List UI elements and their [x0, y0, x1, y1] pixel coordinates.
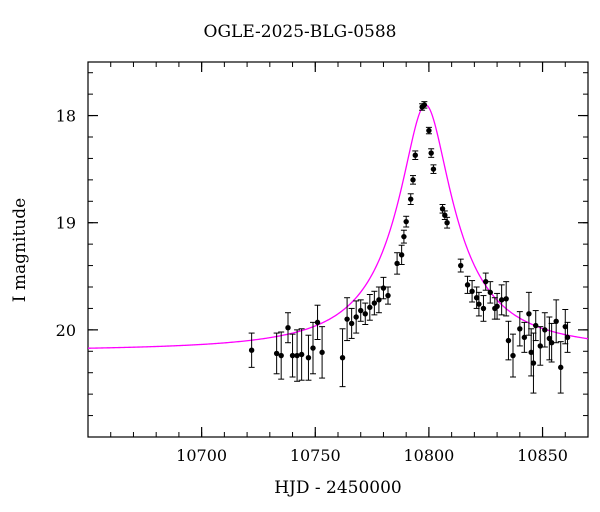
data-point	[408, 196, 414, 202]
y-axis: 18 19 20	[56, 107, 588, 340]
data-point	[458, 262, 464, 269]
data-point	[483, 278, 489, 285]
data-point	[553, 318, 559, 324]
data-point	[426, 127, 432, 134]
data-point	[358, 307, 364, 314]
x-tick-label: 10750	[290, 446, 341, 465]
data-point	[439, 206, 446, 212]
data-point	[376, 297, 382, 303]
x-tick-label: 10700	[176, 446, 227, 465]
data-point	[314, 319, 321, 326]
data-point	[487, 289, 493, 296]
data-point	[558, 364, 564, 371]
x-tick-label: 10850	[517, 446, 568, 465]
data-point	[371, 300, 378, 306]
data-point	[305, 355, 312, 361]
x-axis: 10700 10750 10800 10850	[176, 62, 568, 465]
data-point	[385, 292, 391, 299]
data-point	[294, 352, 300, 359]
data-point	[248, 347, 255, 353]
data-point	[412, 152, 418, 158]
data-point	[428, 150, 434, 156]
data-point	[401, 233, 407, 240]
x-tick-label: 10800	[403, 446, 454, 465]
data-point	[542, 327, 548, 333]
data-point	[537, 343, 543, 349]
plot-frame	[87, 61, 589, 438]
data-points	[248, 101, 571, 394]
data-point	[339, 355, 346, 361]
data-point	[564, 334, 571, 341]
data-point	[494, 303, 500, 309]
data-point	[480, 305, 487, 312]
data-point	[530, 360, 537, 366]
data-point	[380, 285, 387, 291]
data-point	[430, 166, 437, 172]
y-axis-label: I magnitude	[10, 197, 30, 303]
y-tick-label: 19	[56, 214, 76, 233]
x-axis-label: HJD - 2450000	[274, 478, 402, 498]
data-point	[398, 252, 405, 258]
data-point	[526, 311, 532, 317]
data-point	[510, 352, 516, 359]
y-tick-label: 18	[56, 107, 76, 126]
data-point	[521, 334, 528, 341]
data-point	[562, 323, 568, 330]
chart-title: OGLE-2025-BLG-0588	[203, 22, 397, 42]
data-point	[517, 326, 523, 332]
data-point	[533, 322, 539, 329]
data-point	[298, 351, 305, 358]
data-point	[469, 288, 475, 294]
data-point	[444, 220, 450, 226]
data-point	[353, 314, 359, 320]
data-point	[348, 320, 355, 327]
model-curve-group	[87, 104, 589, 349]
data-point	[505, 337, 512, 344]
data-point	[498, 297, 505, 303]
data-point	[548, 340, 555, 346]
data-point	[394, 260, 400, 267]
data-point	[528, 349, 534, 356]
data-point	[473, 295, 480, 301]
data-point	[442, 212, 448, 218]
data-point	[310, 345, 316, 351]
data-point	[464, 282, 471, 288]
data-point	[476, 301, 482, 307]
model-curve	[87, 104, 589, 349]
data-point	[403, 218, 409, 225]
data-point	[367, 304, 373, 311]
data-point	[344, 316, 350, 322]
data-point	[503, 296, 509, 302]
data-point	[319, 349, 325, 356]
data-point	[278, 352, 284, 359]
y-tick-label: 20	[56, 321, 76, 340]
data-point	[273, 350, 280, 357]
data-point	[546, 335, 553, 342]
data-point	[362, 311, 368, 317]
data-point	[410, 177, 416, 183]
data-point	[421, 102, 428, 108]
minor-ticks	[87, 62, 589, 438]
data-point	[289, 352, 296, 359]
data-point	[285, 325, 291, 331]
